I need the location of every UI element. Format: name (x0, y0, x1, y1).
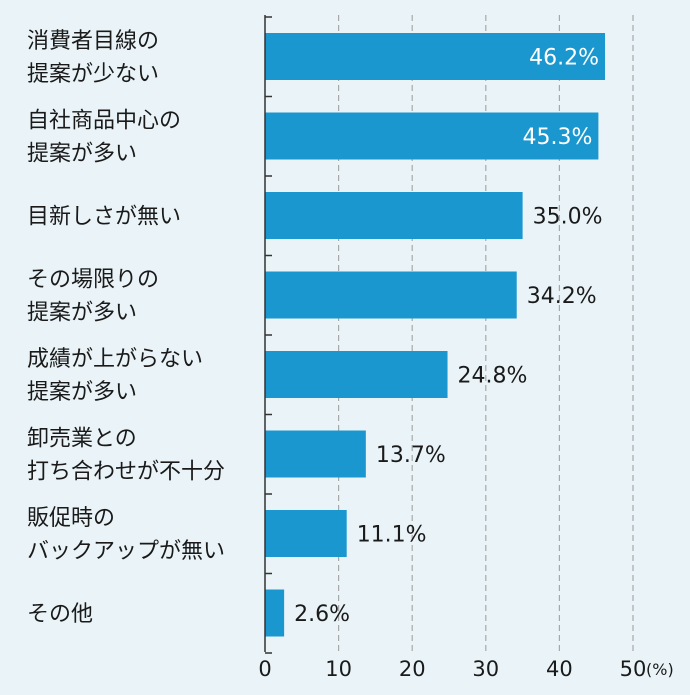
value-labels: 46.2% 45.3% 35.0% 34.2% 24.8% 13.7% 11.1% 2.6% (294, 46, 602, 628)
x-tick-label-40: 40 (546, 657, 573, 681)
value-label-6: 13.7% (376, 443, 446, 468)
bars (265, 33, 606, 637)
category-label-1: 消費者目線の提案が少ない (27, 29, 159, 87)
value-label-1: 46.2% (529, 46, 599, 71)
category-label-7: 販促時のバックアップが無い (27, 506, 225, 564)
bar-7 (265, 510, 347, 557)
x-tick-label-10: 10 (325, 657, 352, 681)
category-label-3: 目新しさが無い (27, 205, 181, 230)
x-unit-label: (%) (646, 660, 674, 679)
value-label-2: 45.3% (523, 125, 593, 150)
x-tick-label-20: 20 (399, 657, 426, 681)
category-labels: 消費者目線の提案が少ない自社商品中心の提案が多い目新しさが無いその場限りの提案が… (27, 29, 225, 627)
category-label-4: その場限りの提案が多い (27, 268, 159, 326)
tick-labels: 0 10 20 30 40 50 (%) (258, 657, 673, 681)
bar-6 (265, 430, 366, 478)
bar-3 (265, 192, 523, 239)
category-label-8: その他 (27, 602, 93, 627)
x-tick-label-50: 50 (620, 657, 647, 681)
bar-8 (265, 589, 285, 637)
value-label-5: 24.8% (458, 364, 528, 389)
bar-1 (265, 33, 606, 80)
category-label-2: 自社商品中心の提案が多い (27, 109, 181, 167)
bar-5 (265, 351, 448, 398)
x-tick-label-0: 0 (258, 657, 271, 681)
category-label-6: 卸売業との打ち合わせが不十分 (27, 427, 225, 485)
bar-2 (265, 112, 599, 160)
axes (264, 15, 272, 654)
value-label-4: 34.2% (527, 284, 597, 309)
bar-4 (265, 271, 517, 319)
value-label-8: 2.6% (294, 602, 350, 627)
value-label-7: 11.1% (357, 523, 427, 548)
category-label-5: 成績が上がらない提案が多い (27, 347, 203, 405)
value-label-3: 35.0% (533, 205, 603, 230)
x-tick-label-30: 30 (472, 657, 499, 681)
